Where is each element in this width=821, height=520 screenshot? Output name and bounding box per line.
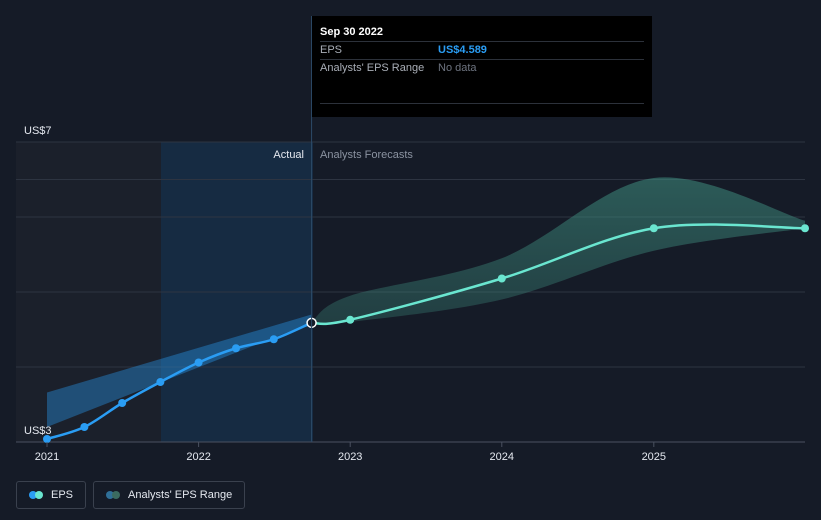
legend-eps-toggle[interactable]: EPS <box>16 481 87 509</box>
x-axis-ticks: 2021 2022 2023 2024 2025 <box>35 442 666 463</box>
eps-actual-point <box>231 344 240 353</box>
forecast-eps-range-band <box>311 177 805 325</box>
eps-legend-dots-icon <box>29 491 43 499</box>
hover-tooltip: Sep 30 2022 EPS US$4.589 Analysts' EPS R… <box>312 16 652 117</box>
eps-actual-point <box>269 335 278 344</box>
actual-region-label: Actual <box>273 149 304 161</box>
eps-actual-point <box>118 399 127 407</box>
eps-actual-point <box>80 423 89 431</box>
x-tick-label: 2024 <box>490 451 514 463</box>
eps-forecast-point <box>649 224 658 233</box>
tooltip-divider <box>320 77 644 104</box>
eps-forecast-point <box>497 274 506 283</box>
legend-eps-label: EPS <box>51 489 74 501</box>
y-axis-bottom-label: US$3 <box>24 425 52 437</box>
chart-legend: EPS Analysts' EPS Range <box>16 481 246 509</box>
eps-actual-point <box>194 358 203 367</box>
range-legend-dots-icon <box>106 491 121 499</box>
legend-range-label: Analysts' EPS Range <box>128 489 233 501</box>
tooltip-range-row: Analysts' EPS Range No data <box>320 59 644 77</box>
y-axis-top-label: US$7 <box>24 125 52 137</box>
tooltip-eps-label: EPS <box>320 44 343 56</box>
forecast-region-label: Analysts Forecasts <box>320 149 413 161</box>
tooltip-eps-row: EPS US$4.589 <box>320 41 644 59</box>
x-tick-label: 2023 <box>338 451 362 463</box>
x-tick-label: 2025 <box>642 451 666 463</box>
tooltip-range-value: No data <box>438 62 477 74</box>
x-tick-label: 2022 <box>186 451 210 463</box>
legend-range-toggle[interactable]: Analysts' EPS Range <box>93 481 246 509</box>
x-tick-label: 2021 <box>35 451 59 463</box>
tooltip-range-label: Analysts' EPS Range <box>320 62 425 74</box>
eps-forecast-point <box>801 224 809 233</box>
tooltip-date: Sep 30 2022 <box>320 26 383 38</box>
eps-actual-point <box>43 435 51 443</box>
eps-points <box>43 224 809 443</box>
eps-actual-point <box>156 378 165 386</box>
eps-forecast-point <box>346 315 355 324</box>
tooltip-eps-value: US$4.589 <box>438 44 487 56</box>
